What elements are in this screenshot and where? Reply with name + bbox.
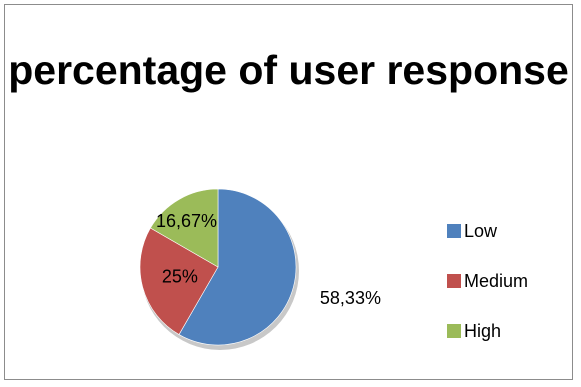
- data-label-high: 16,67%: [156, 211, 217, 231]
- pie-slices: [139, 188, 297, 346]
- pie-slice-high: [150, 188, 219, 268]
- pie-data-labels: 58,33% 25% 16,67%: [156, 211, 381, 308]
- pie-slice-low: [178, 188, 297, 346]
- chart-title-text: percentage of user response: [8, 47, 569, 93]
- legend: Low Medium High: [447, 206, 528, 356]
- legend-item-low: Low: [447, 206, 528, 256]
- legend-item-medium: Medium: [447, 256, 528, 306]
- legend-item-high: High: [447, 306, 528, 356]
- data-label-low: 58,33%: [320, 288, 381, 308]
- legend-swatch-medium: [447, 274, 461, 288]
- legend-label-medium: Medium: [464, 270, 529, 291]
- chart-area: percentage of user response Low Medium H…: [4, 4, 573, 380]
- legend-label-low: Low: [464, 220, 498, 241]
- legend-label-high: High: [464, 320, 502, 341]
- legend-swatch-high: [447, 324, 461, 338]
- legend-swatch-low: [447, 224, 461, 238]
- data-label-medium: 25%: [162, 267, 198, 287]
- pie-slice-medium: [139, 227, 219, 335]
- chart-title: percentage of user response: [5, 39, 572, 101]
